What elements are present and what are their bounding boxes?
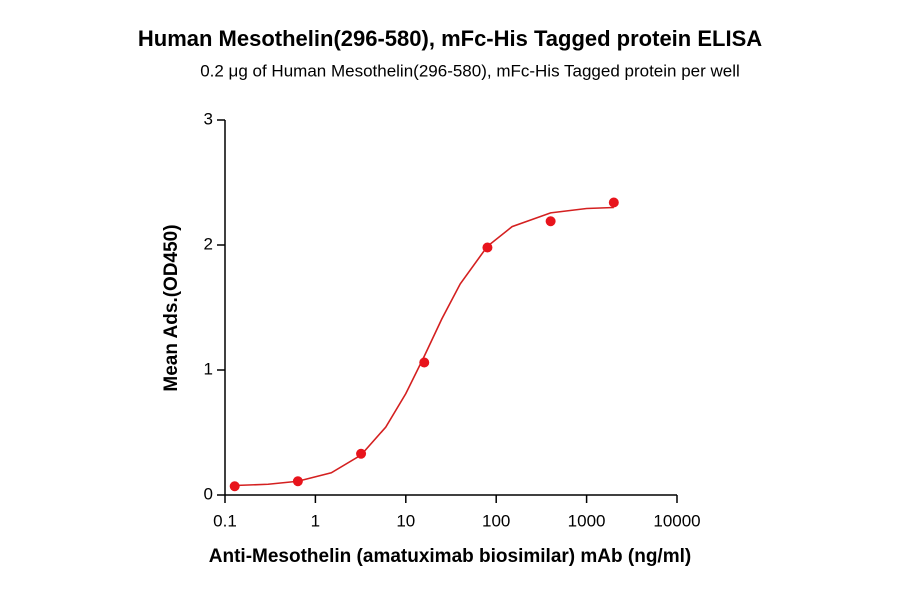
data-point bbox=[419, 357, 430, 368]
y-tick-label: 3 bbox=[204, 109, 213, 128]
data-point bbox=[482, 242, 493, 253]
data-point bbox=[292, 476, 303, 487]
x-axis-label: Anti-Mesothelin (amatuximab biosimilar) … bbox=[209, 546, 691, 567]
x-tick-label: 10000 bbox=[653, 511, 700, 530]
data-point bbox=[545, 216, 556, 227]
x-tick-label: 0.1 bbox=[213, 511, 237, 530]
fit-curve bbox=[234, 206, 614, 487]
chart-title: Human Mesothelin(296-580), mFc-His Tagge… bbox=[138, 26, 762, 51]
data-point bbox=[229, 481, 240, 492]
data-point bbox=[608, 197, 619, 208]
data-point bbox=[356, 448, 367, 459]
y-tick-label: 0 bbox=[204, 484, 213, 503]
y-axis-label: Mean Ads.(OD450) bbox=[161, 224, 182, 391]
chart-subtitle: 0.2 μg of Human Mesothelin(296-580), mFc… bbox=[200, 61, 740, 80]
y-tick-label: 1 bbox=[204, 359, 213, 378]
y-tick-label: 2 bbox=[204, 234, 213, 253]
x-tick-label: 1000 bbox=[568, 511, 606, 530]
x-tick-label: 1 bbox=[311, 511, 320, 530]
x-tick-label: 100 bbox=[482, 511, 510, 530]
x-tick-label: 10 bbox=[396, 511, 415, 530]
